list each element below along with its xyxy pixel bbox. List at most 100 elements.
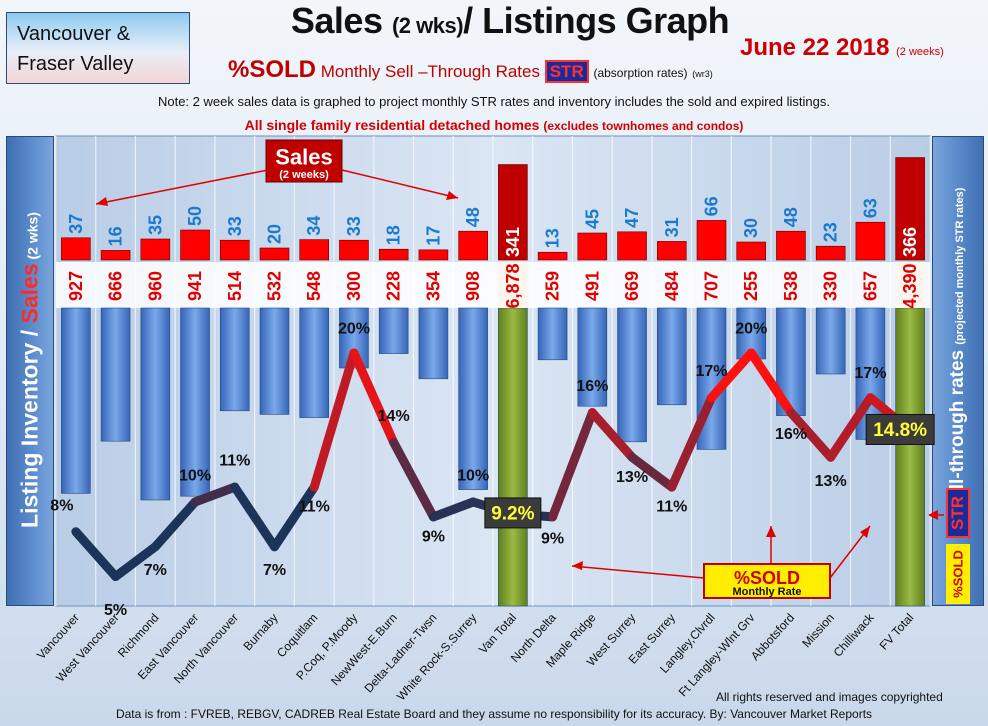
str-label: 11%	[656, 499, 687, 516]
category-label: Burnaby	[240, 611, 280, 654]
subtitle-text: Monthly Sell –Through Rates	[320, 62, 540, 81]
str-vertical-badge: STR	[946, 488, 970, 538]
str-line-segment	[667, 393, 716, 492]
str-total-label: 14.8%	[873, 420, 927, 441]
category-label: FV Total	[877, 611, 917, 653]
sales-label: 31	[662, 217, 682, 237]
inventory-label: 484	[662, 271, 682, 301]
left-axis-panel	[6, 136, 54, 606]
sales-bar	[418, 249, 449, 261]
str-line-segment	[389, 437, 438, 522]
category-label: Chilliwack	[831, 610, 878, 660]
title-main-1: Sales	[290, 0, 383, 41]
sales-label: 18	[384, 225, 404, 245]
str-badge: STR	[544, 60, 589, 83]
date-text: June 22 2018	[740, 34, 890, 61]
sales-bar	[696, 220, 727, 261]
sales-label: 34	[304, 216, 324, 236]
str-total-label: 9.2%	[491, 503, 534, 524]
title-main-2: / Listings Graph	[463, 0, 730, 41]
footer-rights: All rights reserved and images copyright…	[716, 690, 943, 704]
str-total-box	[484, 497, 542, 529]
inventory-label: 259	[543, 271, 563, 301]
total-label-band	[498, 262, 528, 308]
inventory-label: 354	[423, 271, 443, 301]
str-line-segment	[230, 482, 279, 552]
str-label: 5%	[104, 602, 127, 619]
str-label: 13%	[616, 469, 648, 486]
sales-label: 35	[145, 215, 165, 235]
sales-bar	[458, 230, 488, 261]
region-line-2: Fraser Valley	[17, 53, 134, 75]
category-label: Delta-Ladner-Twsn	[361, 611, 439, 696]
sales-bar	[895, 157, 925, 261]
str-label: 17%	[695, 363, 727, 380]
inventory-label: 657	[860, 271, 880, 301]
str-line-segment	[150, 497, 200, 552]
sales-label: 48	[781, 207, 801, 227]
region-line-1: Vancouver &	[17, 23, 131, 45]
inventory-bar	[458, 307, 488, 490]
total-label-band	[895, 262, 925, 308]
str-label: 8%	[50, 497, 73, 514]
str-line-segment	[627, 452, 677, 492]
str-label: 14%	[378, 408, 410, 425]
sales-callout-sub: (2 weeks)	[279, 169, 329, 181]
sales-bar	[180, 229, 210, 261]
inventory-label: 300	[344, 271, 364, 301]
category-label: White Rock-S.Surrey	[394, 611, 479, 704]
str-line-segment	[548, 408, 597, 522]
chart-title: Sales (2 wks)/ Listings Graph	[250, 0, 770, 42]
sales-label: 30	[741, 218, 761, 238]
str-label: 20%	[338, 321, 370, 338]
subtitle-sold: %SOLD	[228, 56, 317, 83]
sales-label: 63	[860, 198, 880, 218]
sales-bar	[259, 247, 290, 261]
sales-label: 366	[900, 227, 920, 257]
sales-bar	[617, 231, 647, 261]
sales-label: 37	[66, 214, 86, 234]
str-line-segment	[349, 348, 399, 447]
sales-bar	[577, 232, 608, 261]
inventory-label: 941	[185, 271, 205, 301]
sales-bar	[736, 241, 767, 261]
sales-bar	[219, 239, 250, 261]
inventory-bar	[378, 307, 409, 354]
str-label: 20%	[735, 321, 767, 338]
str-line-segment	[587, 408, 637, 462]
inventory-bar	[617, 307, 647, 443]
inventory-bar	[100, 307, 131, 442]
sales-label: 23	[821, 222, 841, 242]
str-line-segment	[190, 482, 240, 507]
inventory-label: 6,878	[503, 263, 523, 308]
subtitle-version: (wr3)	[692, 69, 713, 79]
title-small: (2 wks)	[391, 13, 464, 38]
sales-bar	[498, 164, 528, 261]
sales-label: 48	[463, 207, 483, 227]
sales-label: 50	[185, 206, 205, 226]
inventory-label: 4,390	[900, 263, 920, 308]
sales-label: 66	[702, 196, 722, 216]
sales-bar	[537, 251, 568, 261]
str-label: 16%	[775, 426, 807, 443]
note2-main: All single family residential detached h…	[244, 117, 540, 133]
inventory-bar	[140, 307, 171, 501]
sales-bar	[855, 221, 886, 261]
str-label: 11%	[219, 453, 250, 470]
str-line-segment	[71, 527, 121, 581]
inventory-label: 330	[821, 271, 841, 301]
str-label: 11%	[299, 499, 330, 516]
inventory-bar	[418, 307, 449, 380]
inventory-bar	[299, 307, 330, 418]
region-box: Vancouver & Fraser Valley	[6, 12, 190, 84]
report-date: June 22 2018 (2 weeks)	[740, 34, 944, 62]
str-label: 10%	[179, 468, 211, 485]
sales-bar	[100, 250, 131, 261]
subtitle-absorption: (absorption rates)	[593, 66, 688, 80]
sold-vertical-badge: %SOLD	[946, 544, 970, 604]
str-label: 7%	[263, 562, 286, 579]
sales-label: 45	[582, 209, 602, 229]
inventory-label: 532	[265, 271, 285, 301]
